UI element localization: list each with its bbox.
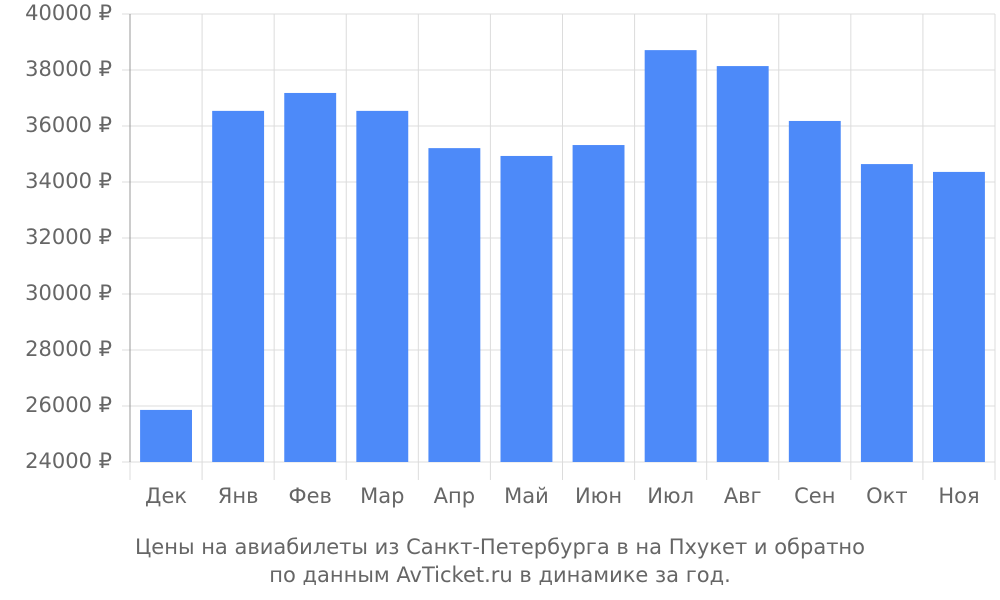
- x-tick-label: Мар: [360, 484, 404, 508]
- y-tick-label: 28000 ₽: [25, 337, 112, 361]
- y-tick-label: 34000 ₽: [25, 169, 112, 193]
- x-tick-label: Июл: [647, 484, 694, 508]
- y-tick-label: 32000 ₽: [25, 225, 112, 249]
- x-tick-label: Сен: [794, 484, 835, 508]
- x-tick-label: Июн: [575, 484, 622, 508]
- bar: [933, 171, 985, 463]
- bar: [644, 50, 697, 463]
- bar: [428, 148, 481, 462]
- x-tick-label: Апр: [434, 484, 475, 508]
- chart-title: Цены на авиабилеты из Санкт-Петербурга в…: [135, 535, 865, 559]
- x-tick-label: Авг: [724, 484, 762, 508]
- x-tick-label: Ноя: [938, 484, 979, 508]
- x-tick-label: Дек: [145, 484, 187, 508]
- bar: [788, 120, 841, 463]
- x-tick-label: Янв: [218, 484, 259, 508]
- y-tick-label: 38000 ₽: [25, 57, 112, 81]
- bar: [356, 110, 409, 462]
- bar: [140, 409, 192, 462]
- y-tick-label: 24000 ₽: [25, 449, 112, 473]
- bar: [716, 66, 769, 462]
- y-tick-label: 26000 ₽: [25, 393, 112, 417]
- bar: [212, 110, 265, 462]
- x-tick-label: Фев: [289, 484, 332, 508]
- y-tick-label: 40000 ₽: [25, 1, 112, 25]
- bar: [860, 164, 913, 462]
- x-tick-label: Май: [504, 484, 549, 508]
- x-tick-label: Окт: [866, 484, 907, 508]
- bar: [284, 92, 337, 463]
- chart-title: по данным AvTicket.ru в динамике за год.: [269, 563, 731, 587]
- bar: [572, 145, 625, 463]
- bar: [500, 155, 553, 462]
- y-tick-label: 30000 ₽: [25, 281, 112, 305]
- y-tick-label: 36000 ₽: [25, 113, 112, 137]
